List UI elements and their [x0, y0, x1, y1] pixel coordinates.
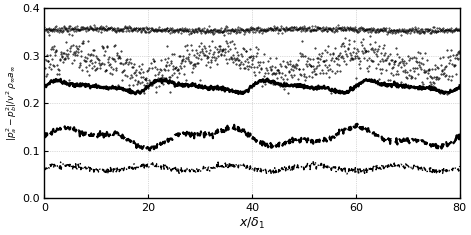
- Y-axis label: $|p_a^2 - p_b^2|/v^2\,\rho_\infty a_\infty$: $|p_a^2 - p_b^2|/v^2\,\rho_\infty a_\inf…: [4, 65, 19, 141]
- X-axis label: $x/\delta_1$: $x/\delta_1$: [239, 216, 265, 231]
